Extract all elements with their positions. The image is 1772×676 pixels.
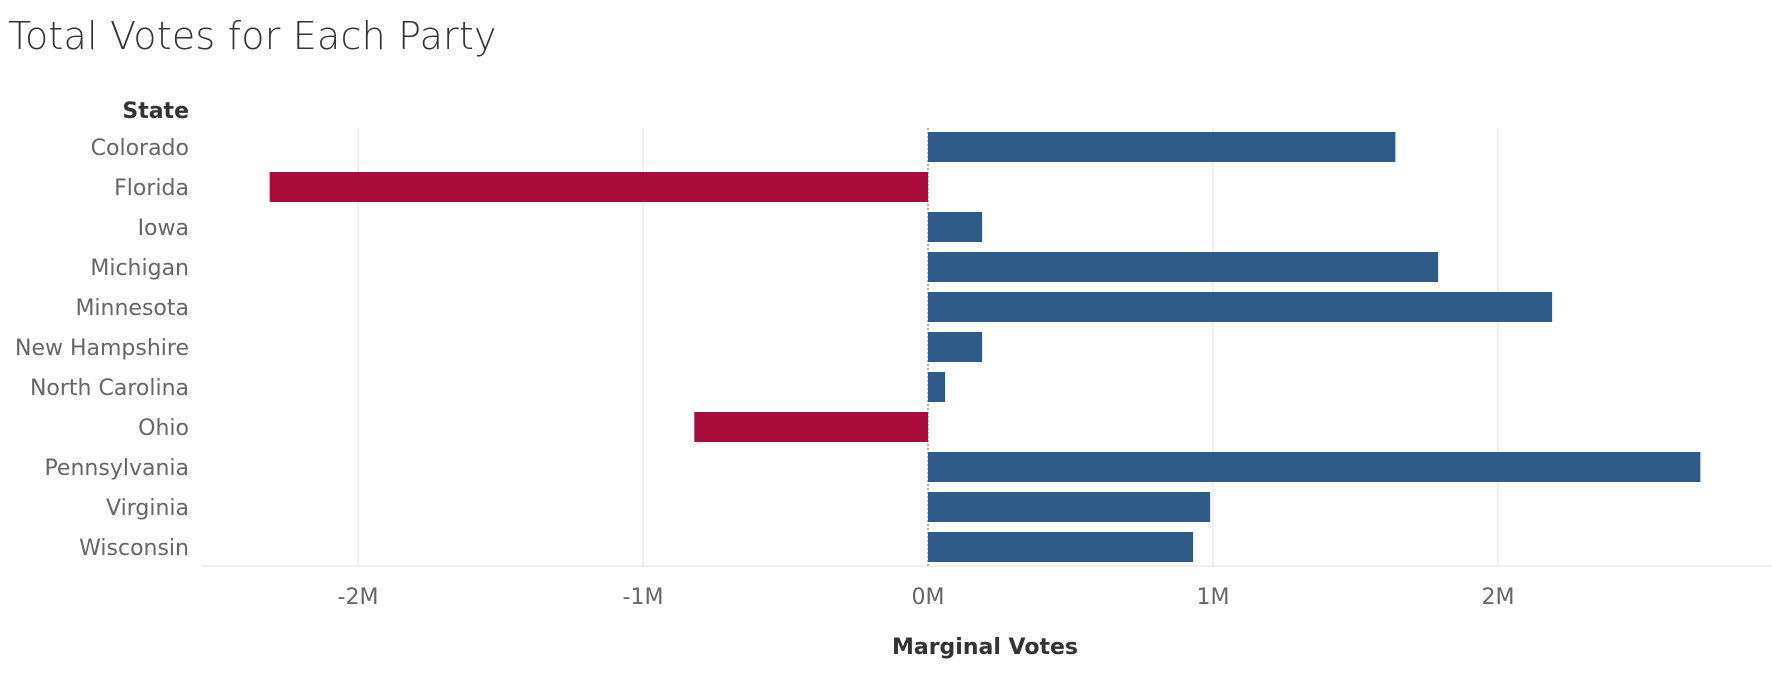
bar-colorado[interactable] [928, 132, 1396, 162]
category-label: Colorado [91, 136, 189, 161]
bar-ohio[interactable] [694, 412, 928, 442]
bar-wisconsin[interactable] [928, 532, 1194, 562]
category-label: Virginia [106, 496, 189, 521]
bar-michigan[interactable] [928, 252, 1439, 282]
x-tick-label: 1M [1197, 585, 1230, 610]
category-labels: Colorado Florida Iowa Michigan Minnesota New … [15, 136, 189, 561]
chart-title: Total Votes for Each Party [8, 14, 497, 58]
bars [269, 132, 1701, 562]
category-label: Pennsylvania [44, 456, 189, 481]
category-label: Ohio [138, 416, 189, 441]
x-tick-label: 0M [912, 585, 945, 610]
bar-florida[interactable] [269, 172, 928, 202]
x-axis-title: Marginal Votes [892, 635, 1078, 660]
x-tick-label: 2M [1482, 585, 1515, 610]
bar-minnesota[interactable] [928, 292, 1553, 322]
category-label: Iowa [138, 216, 189, 241]
x-tick-labels: -2M -1M 0M 1M 2M [338, 585, 1515, 610]
bar-pennsylvania[interactable] [928, 452, 1701, 482]
category-label: Minnesota [75, 296, 189, 321]
category-label: Wisconsin [79, 536, 189, 561]
bar-iowa[interactable] [928, 212, 983, 242]
row-header: State [122, 99, 189, 124]
x-tick-label: -1M [623, 585, 664, 610]
category-label: North Carolina [30, 376, 189, 401]
bar-virginia[interactable] [928, 492, 1211, 522]
category-label: Michigan [90, 256, 189, 281]
category-label: New Hampshire [15, 336, 189, 361]
x-tick-label: -2M [338, 585, 379, 610]
category-label: Florida [114, 176, 189, 201]
bar-new-hampshire[interactable] [928, 332, 983, 362]
bar-north-carolina[interactable] [928, 372, 946, 402]
